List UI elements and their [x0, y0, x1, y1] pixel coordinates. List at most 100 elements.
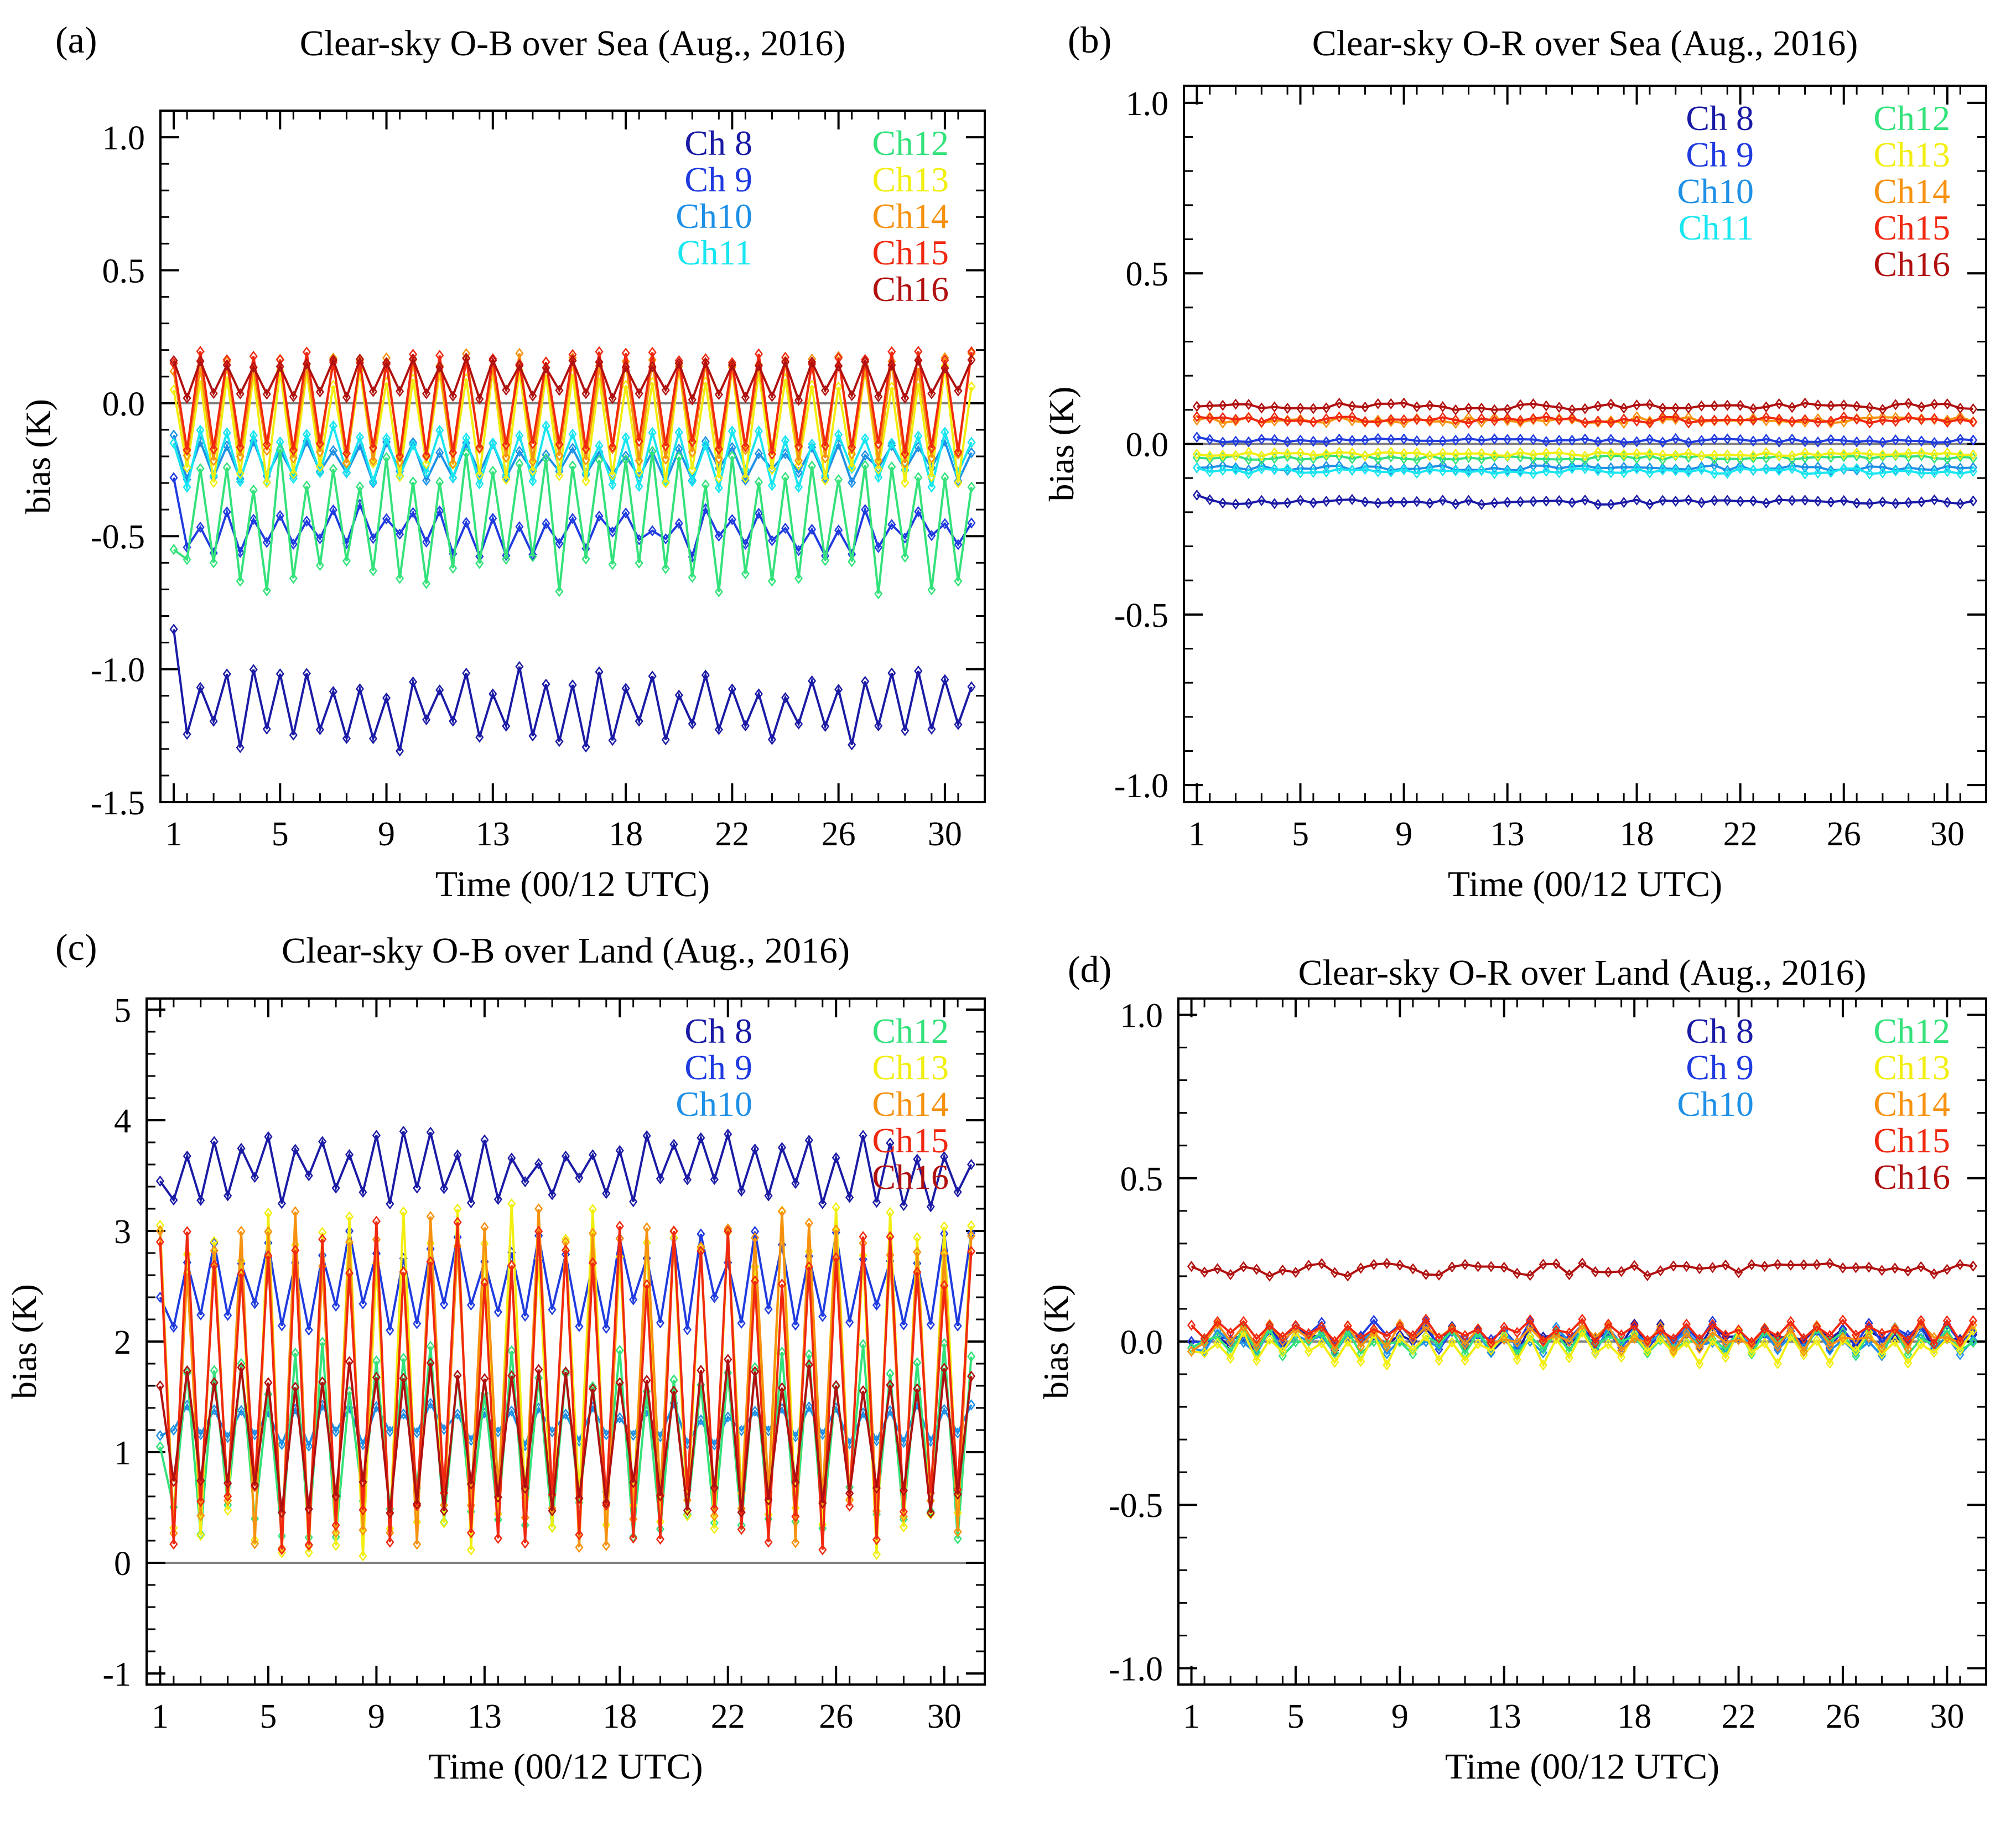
data-point: [1565, 1335, 1574, 1347]
data-point: [561, 1150, 570, 1162]
data-point: [581, 454, 590, 466]
y-tick-label: 1.0: [1120, 997, 1163, 1035]
data-point: [1477, 448, 1486, 459]
data-point: [1516, 496, 1525, 508]
data-point: [629, 1196, 638, 1208]
data-point: [276, 361, 284, 372]
data-point: [331, 1182, 340, 1194]
data-point: [183, 729, 191, 740]
data-point: [1400, 496, 1409, 508]
data-point: [834, 360, 843, 372]
y-tick-label: 0.5: [102, 252, 146, 290]
data-point: [714, 472, 723, 484]
data-point: [1607, 467, 1615, 479]
data-point: [621, 507, 630, 519]
data-point: [475, 441, 484, 454]
data-point: [250, 1171, 259, 1183]
data-point: [210, 1365, 219, 1376]
data-point: [209, 387, 218, 399]
data-point: [1516, 464, 1525, 476]
data-point: [1956, 449, 1965, 461]
data-point: [413, 1498, 422, 1510]
data-point: [688, 571, 697, 583]
data-point: [1568, 412, 1577, 424]
data-point: [542, 678, 550, 690]
data-point: [1374, 466, 1383, 477]
data-point: [1244, 454, 1253, 465]
data-point: [413, 1318, 422, 1329]
data-point: [941, 472, 949, 484]
y-tick-label: -1.0: [1114, 767, 1168, 805]
series-ch11: [1192, 462, 1978, 480]
data-point: [1218, 436, 1227, 448]
data-point: [1539, 1343, 1547, 1355]
data-point: [528, 475, 537, 487]
data-point: [1916, 1338, 1925, 1350]
data-point: [368, 733, 378, 745]
data-point: [1878, 1328, 1887, 1339]
data-point: [1969, 495, 1978, 507]
data-point: [1840, 399, 1848, 411]
data-point: [515, 445, 524, 457]
data-point: [382, 358, 391, 370]
data-point: [196, 1429, 205, 1441]
data-point: [1617, 1329, 1626, 1341]
data-point: [276, 436, 284, 448]
data-point: [1386, 414, 1395, 425]
data-point: [683, 1174, 692, 1186]
data-point: [1555, 434, 1563, 446]
data-point: [635, 557, 643, 569]
data-point: [1930, 436, 1939, 449]
data-point: [927, 723, 936, 735]
data-point: [196, 1194, 205, 1206]
data-point: [834, 474, 843, 486]
y-tick-label: 1.0: [1126, 85, 1169, 123]
data-point: [1552, 1258, 1561, 1270]
data-point: [1412, 496, 1421, 507]
data-point: [1801, 414, 1810, 425]
data-point: [1852, 401, 1861, 412]
data-point: [1206, 400, 1214, 412]
data-point: [1516, 399, 1525, 410]
data-point: [304, 1503, 313, 1515]
data-point: [1864, 1261, 1873, 1273]
data-point: [1619, 402, 1628, 414]
data-point: [155, 1219, 164, 1231]
data-point: [1383, 1348, 1391, 1360]
data-point: [661, 734, 670, 746]
chart-title: Clear-sky O-R over Land (Aug., 2016): [1298, 953, 1867, 993]
legend-entry: Ch 8: [1686, 1011, 1754, 1051]
data-point: [264, 1131, 273, 1142]
data-point: [1865, 435, 1874, 446]
data-point: [466, 1478, 476, 1490]
data-point: [372, 1355, 381, 1367]
data-point: [1304, 1333, 1313, 1345]
data-point: [262, 388, 271, 400]
data-point: [449, 390, 458, 402]
data-point: [767, 480, 777, 491]
data-point: [954, 539, 963, 550]
data-point: [209, 476, 218, 488]
data-point: [1252, 1333, 1261, 1344]
data-point: [1461, 1354, 1469, 1366]
data-point: [542, 420, 550, 432]
data-point: [791, 1177, 800, 1189]
data-point: [648, 354, 657, 366]
data-point: [315, 461, 324, 472]
data-point: [183, 1150, 191, 1162]
data-point: [453, 1408, 462, 1420]
data-point: [183, 462, 191, 474]
data-point: [413, 1538, 422, 1550]
data-point: [1619, 467, 1628, 479]
data-point: [1956, 402, 1965, 414]
y-axis-label: bias (K): [1042, 387, 1081, 502]
data-point: [1969, 449, 1978, 461]
legend-entry: Ch 9: [684, 160, 752, 199]
data-point: [507, 1152, 516, 1164]
data-point: [602, 1429, 611, 1441]
data-point: [1474, 1338, 1483, 1350]
data-point: [1581, 433, 1589, 445]
series-line: [1191, 1261, 1973, 1277]
data-point: [804, 1217, 813, 1229]
series-line: [173, 434, 973, 486]
